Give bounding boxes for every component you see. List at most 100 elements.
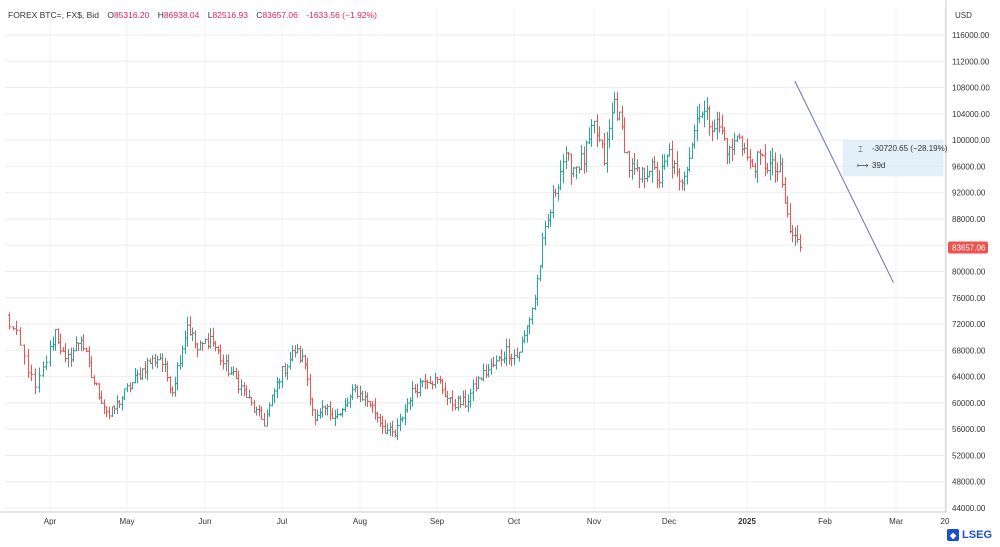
ohlc-bar	[526, 325, 529, 343]
ohlc-bar	[583, 146, 586, 174]
y-tick-label: 100000.00	[952, 136, 990, 145]
y-tick-label: 88000.00	[952, 215, 986, 224]
x-tick-label: Jul	[277, 517, 287, 526]
ohlc-bar	[45, 355, 48, 371]
lseg-brand: ◆ LSEG	[947, 529, 992, 541]
ohlc-bar	[746, 138, 749, 161]
ohlc-bar	[201, 341, 204, 352]
ohlc-bar	[721, 114, 724, 135]
ohlc-bar	[82, 334, 85, 352]
ohlc-bar	[477, 376, 480, 390]
ohlc-bar	[243, 382, 246, 397]
ohlc-bar	[409, 397, 412, 411]
ohlc-bar	[723, 126, 726, 141]
ohlc-bar	[487, 364, 490, 378]
ohlc-bar	[369, 400, 372, 408]
trendline[interactable]	[794, 80, 894, 283]
ohlc-bar	[361, 390, 364, 401]
ohlc-bar	[75, 336, 78, 352]
ohlc-bar	[603, 132, 606, 166]
ohlc-bars	[8, 91, 802, 441]
ohlc-bar	[329, 401, 332, 421]
x-tick-label: Sep	[430, 517, 445, 526]
ohlc-bar	[621, 105, 624, 130]
ohlc-bar	[779, 154, 782, 173]
ohlc-bar	[296, 343, 299, 354]
ohlc-bar	[371, 401, 374, 413]
ohlc-bar	[663, 154, 666, 170]
ohlc-bar	[616, 91, 619, 121]
ohlc-bar	[774, 152, 777, 183]
ohlc-bar	[164, 357, 167, 373]
ohlc-bar	[186, 316, 189, 347]
ohlc-bar	[401, 416, 404, 422]
ohlc-bar	[304, 354, 307, 370]
ohlc-bar	[593, 120, 596, 134]
y-tick-label: 44000.00	[952, 504, 986, 513]
y-axis[interactable]: 44000.00 48000.00 52000.00 56000.00 60000.00…	[952, 31, 990, 513]
ohlc-bar	[726, 138, 729, 165]
ohlc-bar	[394, 429, 397, 438]
ohlc-bar	[311, 397, 314, 417]
ohlc-bar	[776, 162, 779, 182]
y-tick-label: 60000.00	[952, 399, 986, 408]
measure-box[interactable]	[842, 140, 944, 177]
ohlc-bar	[426, 379, 429, 389]
ohlc-bar	[209, 328, 212, 349]
ohlc-bar	[508, 338, 511, 365]
ohlc-bar	[72, 347, 75, 362]
ohlc-bar	[736, 135, 739, 143]
ohlc-bar	[346, 397, 349, 408]
ohlc-bar	[784, 177, 787, 204]
ohlc-bar	[678, 168, 681, 191]
ohlc-bar	[633, 152, 636, 175]
ohlc-bar	[90, 356, 93, 379]
ohlc-bar	[386, 423, 389, 435]
ohlc-bar	[191, 327, 194, 342]
x-tick-label: Feb	[818, 517, 832, 526]
ohlc-bar	[8, 312, 11, 330]
ohlc-bar	[284, 362, 287, 377]
ohlc-bar	[713, 119, 716, 132]
ohlc-bar	[646, 165, 649, 182]
ohlc-bar	[294, 345, 297, 358]
ohlc-bar	[391, 420, 394, 437]
ohlc-bar	[151, 355, 154, 370]
ohlc-bar	[354, 383, 357, 393]
ohlc-bar	[731, 138, 734, 162]
ohlc-bar	[379, 413, 382, 427]
x-tick-label: Dec	[662, 517, 676, 526]
ohlc-bar	[359, 385, 362, 403]
ohlc-bar	[673, 160, 676, 175]
ohlc-bar	[472, 379, 475, 401]
ohlc-bar	[789, 203, 792, 234]
ohlc-bar	[728, 145, 731, 164]
ohlc-bar	[59, 333, 62, 355]
ohlc-bar	[57, 328, 60, 344]
ohlc-bar	[291, 345, 294, 362]
ohlc-bar	[23, 344, 26, 365]
ohlc-bar	[446, 390, 449, 406]
ohlc-bar	[260, 406, 263, 420]
ohlc-bar	[718, 111, 721, 133]
ohlc-bar	[490, 358, 493, 375]
ohlc-bar	[570, 153, 573, 186]
ohlc-bar	[588, 127, 591, 145]
ohlc-bar	[708, 105, 711, 136]
ohlc-bar	[64, 343, 67, 363]
ohlc-bar	[174, 376, 177, 397]
x-axis[interactable]: Apr May Jun Jul Aug Sep Oct Nov Dec 2025 Feb Mar 20	[44, 517, 950, 526]
ohlc-bar	[278, 378, 281, 390]
ohlc-bar	[289, 351, 292, 370]
ohlc-bar	[316, 409, 319, 422]
ohlc-bar	[161, 353, 164, 373]
x-tick-label: Mar	[889, 517, 903, 526]
ohlc-bar	[516, 347, 519, 358]
ohlc-bar	[196, 342, 199, 358]
ohlc-bar	[159, 353, 162, 361]
ohlc-bar	[431, 381, 434, 390]
ohlc-bar	[653, 155, 656, 170]
ohlc-bar	[27, 348, 30, 378]
ohlc-bar	[129, 382, 132, 393]
